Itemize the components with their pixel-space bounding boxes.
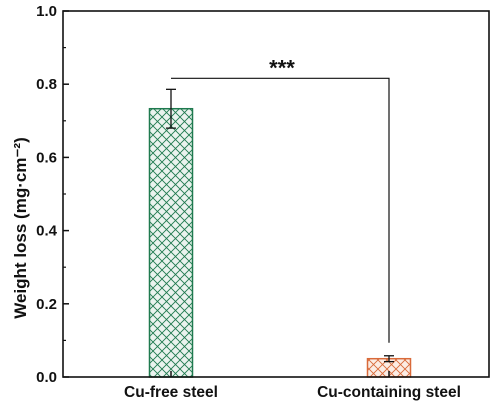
y-tick-label-4: 0.8 bbox=[36, 76, 57, 93]
plot-frame bbox=[62, 10, 490, 378]
plot-area: *** 0.0 0.2 0.4 0.6 0.8 1.0 Cu-free steel Cu-con… bbox=[36, 3, 490, 401]
y-tick-label-0: 0.0 bbox=[36, 369, 57, 386]
x-tick-label-1: Cu-containing steel bbox=[317, 384, 461, 401]
y-tick-label-5: 1.0 bbox=[36, 3, 57, 20]
y-tick-label-3: 0.6 bbox=[36, 149, 57, 166]
x-tick-label-0: Cu-free steel bbox=[124, 384, 218, 401]
significance-label: *** bbox=[269, 55, 295, 80]
y-tick-label-2: 0.4 bbox=[36, 223, 58, 240]
y-tick-label-1: 0.2 bbox=[36, 296, 57, 313]
y-axis-title: Weight loss (mg·cm⁻²) bbox=[11, 137, 30, 319]
significance-bracket bbox=[171, 77, 390, 343]
bar-0 bbox=[148, 107, 194, 378]
y-axis-title-group: Weight loss (mg·cm⁻²) bbox=[11, 137, 30, 319]
